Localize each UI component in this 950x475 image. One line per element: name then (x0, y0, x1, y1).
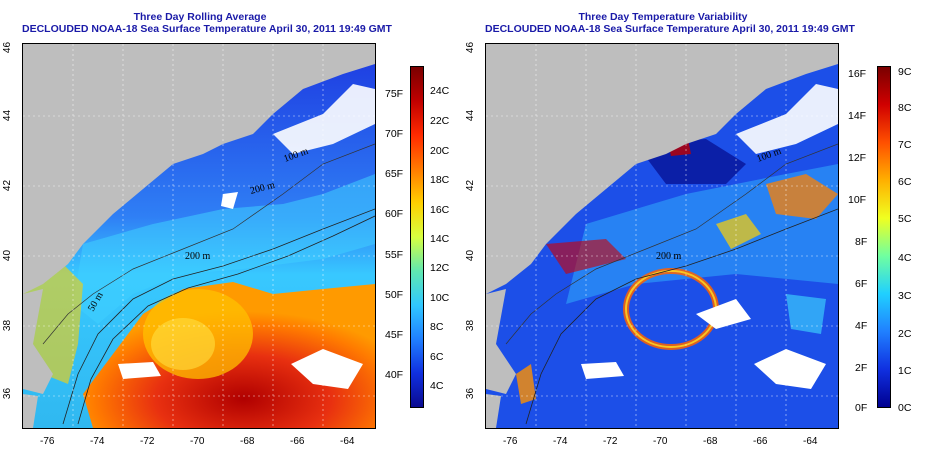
lon-tick: -66 (753, 436, 768, 447)
colorbar-c-label: 10C (430, 292, 450, 304)
lon-tick: -76 (503, 436, 518, 447)
lat-tick: 44 (465, 109, 477, 122)
colorbar-f-label: 10F (848, 194, 867, 206)
left-sst-map: 100 m 200 m 200 m 50 m (22, 43, 376, 429)
colorbar-c-label: 14C (430, 233, 450, 245)
colorbar-c-label: 6C (898, 176, 912, 188)
contour-label-200m-left-b: 200 m (185, 251, 211, 262)
lat-tick: 38 (2, 319, 14, 332)
colorbar-c-label: 20C (430, 145, 450, 157)
colorbar-c-label: 2C (898, 328, 912, 340)
colorbar-c-label: 24C (430, 85, 450, 97)
colorbar-c-label: 16C (430, 204, 450, 216)
colorbar-f-label: 4F (855, 320, 868, 332)
colorbar-c-label: 3C (898, 290, 912, 302)
colorbar-c-label: 22C (430, 115, 450, 127)
colorbar-f-label: 0F (855, 402, 868, 414)
colorbar-f-label: 45F (385, 329, 404, 341)
colorbar-c-label: 1C (898, 365, 912, 377)
colorbar-c-label: 8C (898, 102, 912, 114)
contour-label-200m-right: 200 m (656, 251, 682, 262)
colorbar-c-label: 12C (430, 262, 450, 274)
lon-tick: -64 (803, 436, 818, 447)
colorbar-f-label: 70F (385, 128, 404, 140)
lat-tick: 42 (2, 179, 14, 192)
lat-tick: 40 (465, 249, 477, 262)
colorbar-f-label: 12F (848, 152, 867, 164)
lat-tick: 36 (2, 387, 14, 400)
lat-tick: 40 (2, 249, 14, 262)
colorbar-c-label: 8C (430, 321, 444, 333)
colorbar-f-label: 60F (385, 208, 404, 220)
colorbar-c-label: 5C (898, 213, 912, 225)
colorbar-c-label: 0C (898, 402, 912, 414)
colorbar-f-label: 75F (385, 88, 404, 100)
lat-tick: 42 (465, 179, 477, 192)
left-colorbar (410, 66, 424, 408)
lon-tick: -70 (653, 436, 668, 447)
colorbar-f-label: 6F (855, 278, 868, 290)
lon-tick: -64 (340, 436, 355, 447)
left-map-subtitle: DECLOUDED NOAA-18 Sea Surface Temperatur… (22, 23, 392, 35)
colorbar-c-label: 7C (898, 139, 912, 151)
right-colorbar (877, 66, 891, 408)
left-map-title: Three Day Rolling Average (133, 11, 267, 23)
colorbar-c-label: 18C (430, 174, 450, 186)
right-variability-map: 100 m 200 m (485, 43, 839, 429)
lon-tick: -72 (603, 436, 618, 447)
colorbar-f-label: 14F (848, 110, 867, 122)
lat-tick: 46 (2, 41, 14, 54)
colorbar-f-label: 16F (848, 68, 867, 80)
right-map-title: Three Day Temperature Variability (578, 11, 748, 23)
right-map-subtitle: DECLOUDED NOAA-18 Sea Surface Temperatur… (485, 23, 855, 35)
colorbar-c-label: 9C (898, 66, 912, 78)
lat-tick: 36 (465, 387, 477, 400)
lat-tick: 44 (2, 109, 14, 122)
lat-tick: 46 (465, 41, 477, 54)
colorbar-f-label: 55F (385, 249, 404, 261)
lon-tick: -66 (290, 436, 305, 447)
lon-tick: -74 (553, 436, 568, 447)
colorbar-f-label: 8F (855, 236, 868, 248)
lat-tick: 38 (465, 319, 477, 332)
colorbar-c-label: 4C (430, 380, 444, 392)
lon-tick: -72 (140, 436, 155, 447)
colorbar-c-label: 4C (898, 252, 912, 264)
colorbar-c-label: 6C (430, 351, 444, 363)
colorbar-f-label: 50F (385, 289, 404, 301)
lon-tick: -76 (40, 436, 55, 447)
lon-tick: -70 (190, 436, 205, 447)
colorbar-f-label: 2F (855, 362, 868, 374)
lon-tick: -68 (703, 436, 718, 447)
lon-tick: -74 (90, 436, 105, 447)
colorbar-f-label: 65F (385, 168, 404, 180)
colorbar-f-label: 40F (385, 369, 404, 381)
lon-tick: -68 (240, 436, 255, 447)
